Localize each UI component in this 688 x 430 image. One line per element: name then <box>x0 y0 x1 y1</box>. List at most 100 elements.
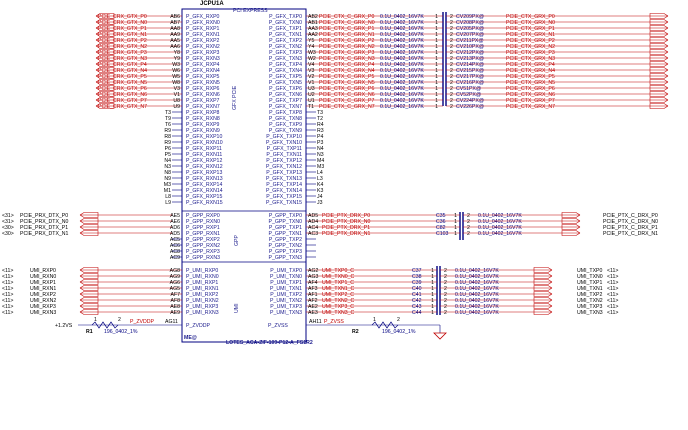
gfx-tx-pin-label: P_GFX_TXN2 <box>269 44 302 50</box>
gfx-rx-pin-number: T9 <box>165 116 171 122</box>
r1-refdes: R1 <box>86 329 93 335</box>
gpp-tx-pin-label: P_GPP_TXN0 <box>269 219 303 225</box>
gfx-tx-pin-label: P_GFX_TXP11 <box>267 146 302 152</box>
gfx-tx-pin-label: P_GFX_TXP6 <box>269 86 302 92</box>
gfx-out-offpage-flag <box>649 49 669 55</box>
gfx-tx-pin-number: J3 <box>317 200 323 206</box>
umi-rx-offpage-flag <box>79 279 99 285</box>
umi-out-net: UMI_TXN1 <box>577 286 603 292</box>
gfx-rx-pin-label: P_GFX_RXN7 <box>186 104 220 110</box>
umi-rx-pin-number: AG9 <box>170 274 180 280</box>
gfx-rx-pin-number: N8 <box>164 170 171 176</box>
umi-cap-value: 0.1U_0402_16V7K <box>455 292 499 298</box>
umi-out-net: UMI_TXN0 <box>577 274 603 280</box>
gfx-out-net: PCIE_CTX_GRX_P0 <box>506 14 555 20</box>
gpp-rx-pin-number: AD6 <box>170 225 180 231</box>
umi-tx-pin-label: P_UMI_TXN0 <box>270 274 302 280</box>
gfx-rx-pin-label: P_GFX_RXP10 <box>186 134 222 140</box>
gfx-out-net: PCIE_CTX_GRX_P7 <box>506 98 555 104</box>
gfx-rx-pin-label: P_GFX_RXN8 <box>186 116 220 122</box>
umi-cap-pin1: 1 <box>431 304 434 310</box>
umi-cap-value: 0.1U_0402_16V7K <box>455 268 499 274</box>
gfx-rx-net: PCIE_CRX_GTX_N3 <box>98 56 147 62</box>
gfx-cap-pin2: 2 <box>450 14 453 20</box>
gpp-cap-refdes: C82 <box>436 225 446 231</box>
gfx-cap-pin1: 1 <box>435 38 438 44</box>
gfx-rx-pin-label: P_GFX_RXN15 <box>186 200 223 206</box>
gfx-tx-pin-label: P_GFX_TXP5 <box>269 74 302 80</box>
gfx-tx-pin-number: W2 <box>308 56 316 62</box>
umi-cap-pin2: 2 <box>444 298 447 304</box>
gfx-rx-pin-label: P_GFX_RXP9 <box>186 122 220 128</box>
gpp-cap-value: 0.1U_0402_16V7K <box>478 231 522 237</box>
gfx-cap-value: 0.1U_0402_16V7K <box>380 92 424 98</box>
gpp-rx-offpage-flag <box>79 230 99 236</box>
chip-refdes: JCPU1A <box>200 1 224 7</box>
gfx-tx-net: PCIE_CTX_C_GRX_N2 <box>319 44 375 50</box>
gfx-rx-pin-label: P_GFX_RXP3 <box>186 50 220 56</box>
gfx-rx-pin-label: P_GFX_RXN2 <box>186 44 220 50</box>
umi-cap-value: 0.1U_0402_16V7K <box>455 310 499 316</box>
umi-cap-pin2: 2 <box>444 310 447 316</box>
gfx-tx-pin-label: P_GFX_TXP7 <box>269 98 302 104</box>
gfx-tx-net: PCIE_CTX_C_GRX_P4 <box>319 62 374 68</box>
umi-rx-offpage-flag <box>79 309 99 315</box>
gfx-cap-pin1: 1 <box>435 50 438 56</box>
gfx-rx-pin-number: Y8 <box>174 50 180 56</box>
gfx-cap-refdes: CV205PX@ <box>456 26 484 32</box>
gfx-rx-pin-label: P_GFX_RXP14 <box>186 182 222 188</box>
chip-body <box>181 8 307 343</box>
gfx-tx-pin-label: P_GFX_TXN5 <box>269 80 302 86</box>
gfx-rx-pin-label: P_GFX_RXN14 <box>186 188 223 194</box>
gfx-rx-net: PCIE_CRX_GTX_N0 <box>98 20 147 26</box>
umi-out-port: <11> <box>607 286 618 292</box>
gpp-rx-pin-label: P_GPP_RXN1 <box>186 231 220 237</box>
gpp-cap-pin1: 1 <box>454 225 457 231</box>
gfx-cap-refdes: CV210PX@ <box>456 44 484 50</box>
gpp-cap-pin2: 2 <box>467 225 470 231</box>
gfx-tx-pin-number: P4 <box>317 134 323 140</box>
gfx-tx-net: PCIE_CTX_C_GRX_P1 <box>319 26 374 32</box>
gpp-rx-port: <31> <box>2 213 14 219</box>
gpp-rx-net: PCIE_PRX_DTX_N1 <box>20 231 69 237</box>
umi-cap-value: 0.1U_0402_16V7K <box>455 286 499 292</box>
umi-rx-port: <11> <box>2 292 13 298</box>
umi-tx-net: UMI_TXN3_C <box>322 310 355 316</box>
gfx-out-offpage-flag <box>649 19 669 25</box>
umi-out-offpage-flag <box>533 279 553 285</box>
gfx-rx-pin-label: P_GFX_RXP5 <box>186 74 220 80</box>
gpp-rx-offpage-flag <box>79 224 99 230</box>
gfx-cap-pin2: 2 <box>450 68 453 74</box>
gfx-tx-net: PCIE_CTX_C_GRX_N3 <box>319 56 375 62</box>
gfx-rx-offpage-flag <box>95 103 115 109</box>
umi-out-port: <11> <box>607 274 618 280</box>
gfx-rx-pin-label: P_GFX_RXP8 <box>186 110 220 116</box>
gpp-cap-pin2: 2 <box>467 213 470 219</box>
gfx-tx-pin-number: Y4 <box>308 44 314 50</box>
gfx-out-net: PCIE_CTX_GRX_N2 <box>506 44 555 50</box>
gfx-tx-pin-number: P3 <box>317 140 323 146</box>
gfx-tx-net: PCIE_CTX_C_GRX_P5 <box>319 74 374 80</box>
gfx-out-offpage-flag <box>649 67 669 73</box>
gpp-out-offpage-flag <box>561 218 581 224</box>
gfx-cap-value: 0.1U_0402_16V7K <box>380 38 424 44</box>
gfx-cap-value: 0.1U_0402_16V7K <box>380 14 424 20</box>
gfx-tx-pin-label: P_GFX_TXN7 <box>269 104 302 110</box>
gfx-rx-pin-number: N3 <box>164 164 171 170</box>
gfx-tx-net: PCIE_CTX_C_GRX_P3 <box>319 50 374 56</box>
gfx-cap-pin2: 2 <box>450 32 453 38</box>
gfx-tx-pin-label: P_GFX_TXP14 <box>266 182 302 188</box>
gfx-cap-pin1: 1 <box>435 14 438 20</box>
gfx-cap-value: 0.1U_0402_16V7K <box>380 26 424 32</box>
umi-cap-refdes: C38 <box>412 274 422 280</box>
umi-rx-port: <11> <box>2 310 13 316</box>
gfx-tx-pin-label: P_GFX_TXP12 <box>266 158 302 164</box>
gfx-cap-pin2: 2 <box>450 44 453 50</box>
gpp-tx-pin-label: P_GPP_TXP3 <box>269 249 302 255</box>
gfx-out-offpage-flag <box>649 43 669 49</box>
gfx-tx-net: PCIE_CTX_C_GRX_N6 <box>319 92 375 98</box>
umi-cap-pin1: 1 <box>431 286 434 292</box>
umi-cap-pin1: 1 <box>431 298 434 304</box>
gfx-rx-net: PCIE_CRX_GTX_P0 <box>98 14 147 20</box>
gfx-out-offpage-flag <box>649 37 669 43</box>
